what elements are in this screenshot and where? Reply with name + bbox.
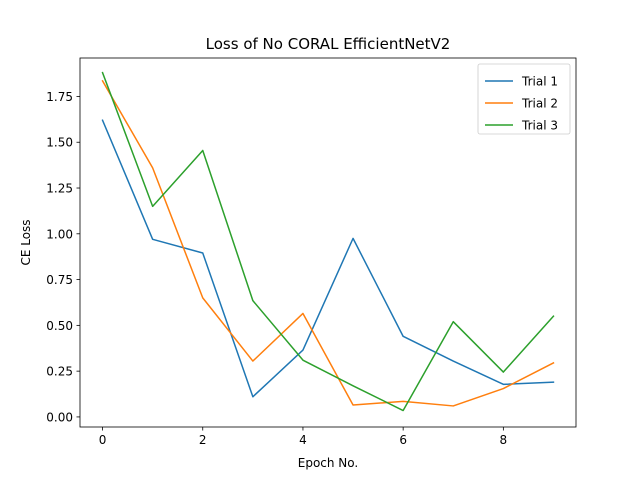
chart-title: Loss of No CORAL EfficientNetV2 bbox=[206, 35, 451, 53]
series-layer bbox=[101, 71, 555, 412]
y-tick-label: 0.25 bbox=[46, 365, 73, 379]
y-tick-label: 1.50 bbox=[46, 136, 73, 150]
legend-label-trial-2: Trial 2 bbox=[521, 97, 558, 111]
y-tick-label: 1.00 bbox=[46, 227, 73, 241]
x-tick-label: 8 bbox=[500, 433, 508, 447]
x-tick-label: 6 bbox=[399, 433, 407, 447]
legend: Trial 1 Trial 2 Trial 3 bbox=[477, 63, 571, 135]
y-tick-label: 0.75 bbox=[46, 273, 73, 287]
y-tick-label: 1.75 bbox=[46, 90, 73, 104]
x-tick-label: 0 bbox=[99, 433, 107, 447]
x-tick-label: 4 bbox=[299, 433, 307, 447]
series-line-trial-1 bbox=[101, 119, 555, 398]
y-axis-label: CE Loss bbox=[19, 219, 33, 265]
x-axis-label: Epoch No. bbox=[298, 456, 358, 470]
legend-label-trial-3: Trial 3 bbox=[521, 119, 558, 133]
x-tick-label: 2 bbox=[199, 433, 207, 447]
plot-frame bbox=[79, 57, 577, 428]
y-tick-label: 1.25 bbox=[46, 182, 73, 196]
y-tick-label: 0.00 bbox=[46, 410, 73, 424]
y-axis-ticks: 0.00 0.25 0.50 0.75 1.00 1.25 1.50 1.75 bbox=[46, 90, 80, 424]
x-axis-ticks: 0 2 4 6 8 bbox=[99, 427, 507, 447]
series-line-trial-2 bbox=[101, 79, 555, 407]
legend-label-trial-1: Trial 1 bbox=[521, 75, 558, 89]
series-line-trial-3 bbox=[101, 71, 555, 412]
y-tick-label: 0.50 bbox=[46, 319, 73, 333]
